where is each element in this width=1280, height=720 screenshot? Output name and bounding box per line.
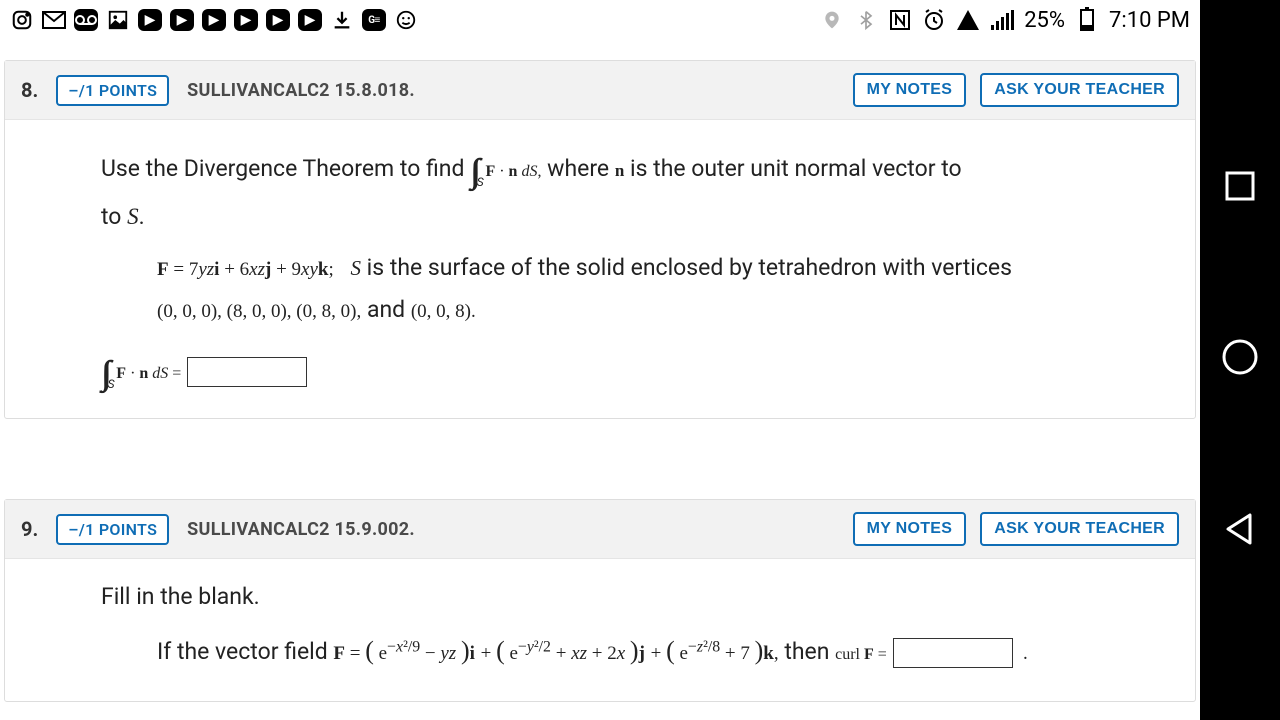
back-button[interactable] bbox=[1222, 511, 1258, 551]
vector-n: n bbox=[615, 161, 624, 180]
youtube-icon: ▶ bbox=[266, 8, 290, 32]
question-actions: MY NOTES ASK YOUR TEACHER bbox=[853, 73, 1179, 107]
vertex-last: (0, 0, 8). bbox=[411, 301, 476, 322]
signal-icon bbox=[990, 8, 1014, 32]
gmail-icon bbox=[42, 8, 66, 32]
question-actions: MY NOTES ASK YOUR TEACHER bbox=[853, 512, 1179, 546]
youtube-icon: ▶ bbox=[170, 8, 194, 32]
line-pre: If the vector field bbox=[157, 638, 333, 665]
question-card-9: 9. –/1 POINTS SULLIVANCALC2 15.9.002. MY… bbox=[4, 499, 1196, 702]
term-j: e−y²/2 + xz + 2x bbox=[505, 643, 630, 664]
prompt: Fill in the blank. bbox=[101, 579, 1167, 615]
question-card-8: 8. –/1 POINTS SULLIVANCALC2 15.8.018. MY… bbox=[4, 60, 1196, 419]
wifi-icon bbox=[956, 8, 980, 32]
and-word: and bbox=[367, 296, 411, 323]
smiley-icon bbox=[394, 8, 418, 32]
prompt-text: where bbox=[547, 155, 615, 182]
android-nav-bar bbox=[1200, 0, 1280, 720]
surface-desc: is the surface of the solid enclosed by … bbox=[367, 254, 1012, 281]
question-source: SULLIVANCALC2 15.8.018. bbox=[187, 80, 415, 101]
F-definition: F = 7yzi + 6xzj + 9xyk; bbox=[157, 259, 334, 280]
translate-icon: G≡ bbox=[362, 8, 386, 32]
F-equals: F = bbox=[333, 643, 365, 664]
answer-input[interactable] bbox=[893, 638, 1013, 668]
vertices: (0, 0, 0), (8, 0, 0), (0, 8, 0), bbox=[157, 301, 361, 322]
then-word: then bbox=[784, 638, 835, 665]
prompt-text: is the outer unit normal vector to bbox=[630, 155, 962, 182]
integrand: F · n dS, bbox=[485, 163, 541, 180]
my-notes-button[interactable]: MY NOTES bbox=[853, 512, 967, 546]
clock-time: 7:10 PM bbox=[1109, 8, 1190, 33]
answer-input[interactable] bbox=[187, 357, 307, 387]
content-area: ▶ ▶ ▶ ▶ ▶ ▶ G≡ bbox=[0, 0, 1200, 720]
battery-icon bbox=[1075, 8, 1099, 32]
question-header: 9. –/1 POINTS SULLIVANCALC2 15.9.002. MY… bbox=[5, 500, 1195, 559]
location-icon bbox=[820, 8, 844, 32]
my-notes-button[interactable]: MY NOTES bbox=[853, 73, 967, 107]
recent-apps-button[interactable] bbox=[1223, 169, 1257, 207]
ask-teacher-button[interactable]: ASK YOUR TEACHER bbox=[980, 512, 1179, 546]
term-k: e−z²/8 + 7 bbox=[675, 643, 755, 664]
curl-label: curl F = bbox=[835, 646, 887, 663]
download-icon bbox=[330, 8, 354, 32]
youtube-icon: ▶ bbox=[138, 8, 162, 32]
prompt-text: Use the Divergence Theorem to find bbox=[101, 155, 470, 182]
bluetooth-icon bbox=[854, 8, 878, 32]
question-body: Fill in the blank. If the vector field F… bbox=[5, 559, 1195, 701]
question-number: 8. bbox=[21, 78, 38, 102]
alarm-icon bbox=[922, 8, 946, 32]
answer-lhs: F · n dS = bbox=[116, 365, 181, 382]
youtube-icon: ▶ bbox=[298, 8, 322, 32]
question-source: SULLIVANCALC2 15.9.002. bbox=[187, 519, 415, 540]
question-number: 9. bbox=[21, 517, 38, 541]
home-button[interactable] bbox=[1220, 337, 1260, 381]
notification-tray: ▶ ▶ ▶ ▶ ▶ ▶ G≡ bbox=[10, 8, 418, 32]
double-integral-icon: ∫∫ bbox=[470, 153, 473, 190]
nfc-icon bbox=[888, 8, 912, 32]
question-body: Use the Divergence Theorem to find ∫∫ S F… bbox=[5, 120, 1195, 418]
ask-teacher-button[interactable]: ASK YOUR TEACHER bbox=[980, 73, 1179, 107]
double-integral-icon: ∫∫ bbox=[101, 355, 104, 392]
surface-symbol: S bbox=[127, 204, 139, 229]
voicemail-icon bbox=[74, 8, 98, 32]
surface-symbol: S bbox=[345, 256, 361, 280]
status-right: 25% 7:10 PM bbox=[820, 8, 1190, 33]
question-header: 8. –/1 POINTS SULLIVANCALC2 15.8.018. MY… bbox=[5, 61, 1195, 120]
points-badge[interactable]: –/1 POINTS bbox=[56, 514, 169, 545]
youtube-icon: ▶ bbox=[234, 8, 258, 32]
term-i: e−x²/9 − yz bbox=[374, 643, 461, 664]
webassign-page: 8. –/1 POINTS SULLIVANCALC2 15.8.018. MY… bbox=[0, 40, 1200, 720]
points-badge[interactable]: –/1 POINTS bbox=[56, 75, 169, 106]
gallery-icon bbox=[106, 8, 130, 32]
android-status-bar: ▶ ▶ ▶ ▶ ▶ ▶ G≡ bbox=[0, 0, 1200, 40]
battery-pct: 25% bbox=[1024, 8, 1065, 33]
instagram-icon bbox=[10, 8, 34, 32]
youtube-icon: ▶ bbox=[202, 8, 226, 32]
